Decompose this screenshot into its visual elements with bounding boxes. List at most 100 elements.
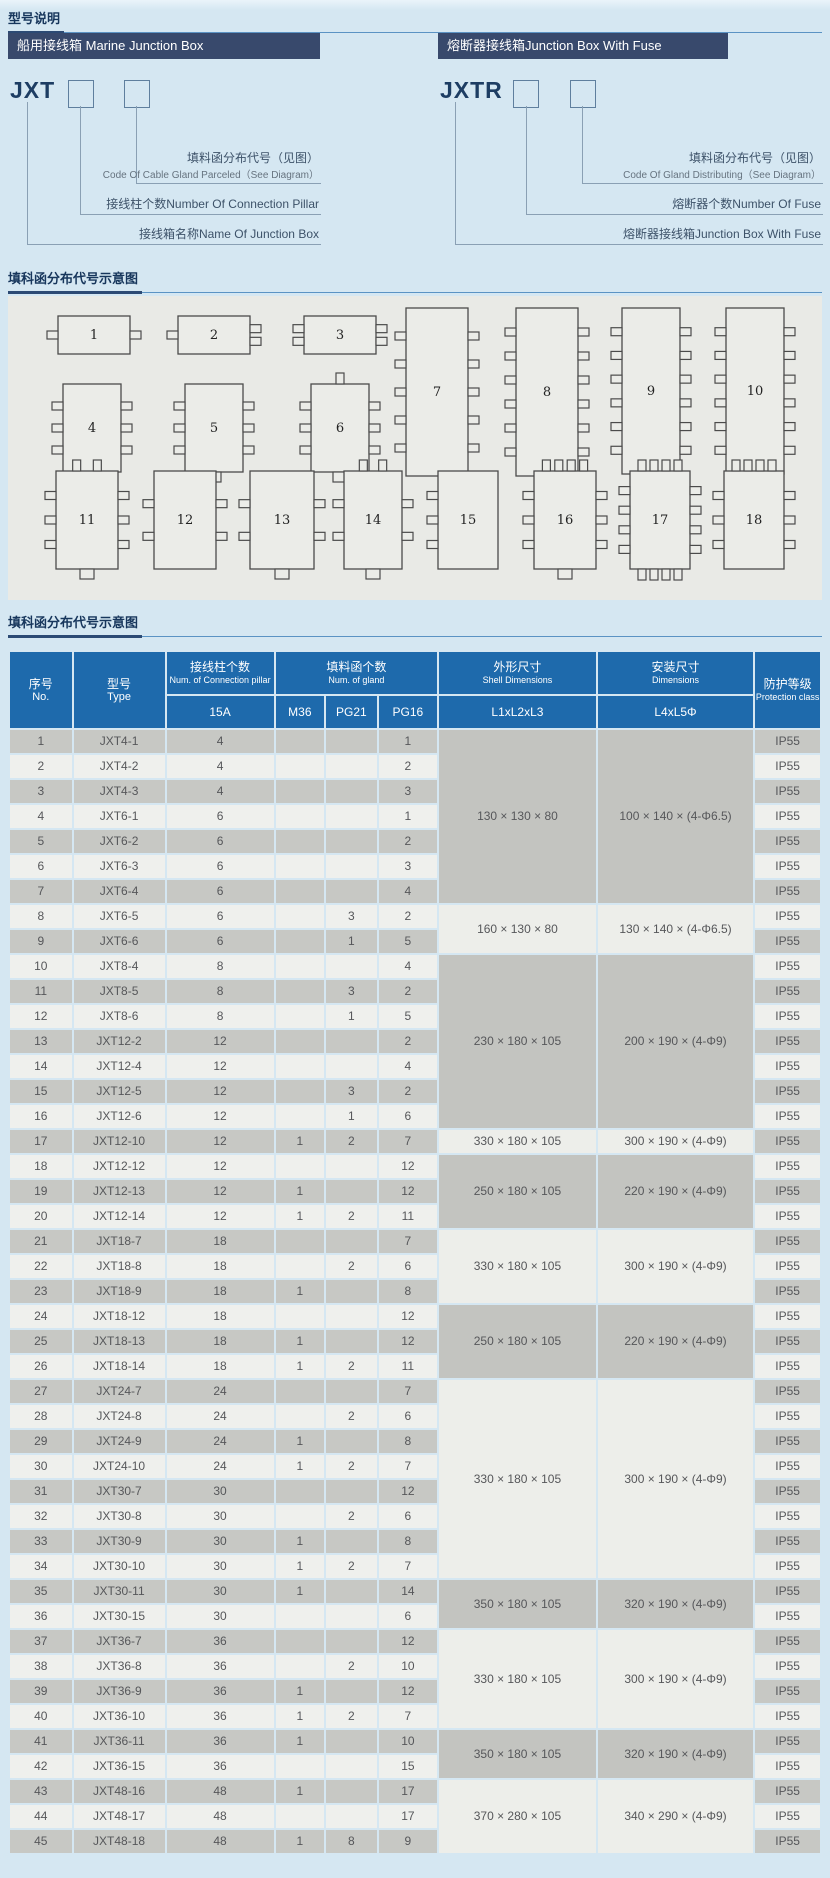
cell-no: 40 [10, 1705, 72, 1728]
cell-protection: IP55 [755, 1155, 820, 1178]
figure-number: 2 [210, 328, 218, 343]
cell-type: JXT24-10 [73, 1455, 165, 1478]
code-box-gland-code [124, 80, 150, 108]
cell-pg21: 3 [326, 980, 377, 1003]
cell-pg21 [326, 805, 377, 828]
table-row: 24 JXT18-12 18 12 250 × 180 × 105 220 × 190 ×… [10, 1305, 820, 1378]
junction-box-figure-4: 4 [51, 383, 133, 473]
col-header-type: 型号 Type [73, 652, 165, 728]
cell-15a: 36 [166, 1655, 274, 1678]
cell-15a: 48 [166, 1830, 274, 1853]
figure-number: 4 [88, 421, 96, 436]
cell-mount-dims: 220 × 190 × (4-Φ9) [597, 1305, 754, 1378]
cell-pg21: 2 [326, 1655, 377, 1678]
cell-pg21 [326, 855, 377, 878]
cell-no: 45 [10, 1830, 72, 1853]
cell-pg16: 8 [378, 1530, 438, 1553]
cell-pg16: 6 [378, 1605, 438, 1628]
cell-15a: 6 [166, 905, 274, 928]
col-header-no: 序号 No. [10, 652, 72, 728]
cell-pg21: 8 [326, 1830, 377, 1853]
cell-type: JXT12-14 [73, 1205, 165, 1228]
cell-pg21: 3 [326, 905, 377, 928]
figure-number: 3 [336, 328, 344, 343]
cell-no: 38 [10, 1655, 72, 1678]
cell-no: 12 [10, 1005, 72, 1028]
marine-junction-box-bar: 船用接线箱 Marine Junction Box [8, 33, 320, 59]
cell-type: JXT6-3 [73, 855, 165, 878]
cell-type: JXT6-4 [73, 880, 165, 903]
cell-no: 20 [10, 1205, 72, 1228]
cell-15a: 4 [166, 755, 274, 778]
cell-pg21: 2 [326, 1405, 377, 1428]
cell-no: 10 [10, 955, 72, 978]
table-row: 11 JXT8-5 8 3 2 IP55 [10, 980, 820, 1003]
junction-box-figure-13: 13 [238, 470, 326, 580]
cell-m36 [275, 805, 325, 828]
table-row: 23 JXT18-9 18 1 8 IP55 [10, 1280, 820, 1303]
box-name-callout: 接线箱名称Name Of Junction Box [27, 102, 321, 245]
cell-15a: 24 [166, 1380, 274, 1403]
cell-15a: 8 [166, 980, 274, 1003]
table-row: 36 JXT30-15 30 6 IP55 [10, 1605, 820, 1628]
cell-pg16: 7 [378, 1555, 438, 1578]
cell-type: JXT18-14 [73, 1355, 165, 1378]
cell-pg21: 2 [326, 1205, 377, 1228]
cell-pg16: 7 [378, 1705, 438, 1728]
cell-m36 [275, 830, 325, 853]
cell-pg21 [326, 1155, 377, 1178]
cell-protection: IP55 [755, 1530, 820, 1553]
cell-type: JXT24-8 [73, 1405, 165, 1428]
cell-protection: IP55 [755, 1080, 820, 1103]
cell-15a: 30 [166, 1555, 274, 1578]
junction-box-figure-17: 17 [618, 459, 702, 581]
cell-m36 [275, 1055, 325, 1078]
cell-no: 1 [10, 730, 72, 753]
cell-m36: 1 [275, 1455, 325, 1478]
cell-pg16: 14 [378, 1580, 438, 1603]
cell-protection: IP55 [755, 1430, 820, 1453]
cell-protection: IP55 [755, 1255, 820, 1278]
cell-15a: 12 [166, 1205, 274, 1228]
table-row: 15 JXT12-5 12 3 2 IP55 [10, 1080, 820, 1103]
junction-box-figure-9: 9 [610, 307, 692, 485]
table-row: 35 JXT30-11 30 1 14 350 × 180 × 105 320 × 190 … [10, 1580, 820, 1628]
table-row: 1 JXT4-1 4 1 130 × 130 × 80 100 × 140 × (4-Φ6… [10, 730, 820, 903]
cell-no: 29 [10, 1430, 72, 1453]
cell-pg16: 10 [378, 1730, 438, 1753]
junction-box-figure-6: 6 [299, 372, 381, 483]
cell-type: JXT12-12 [73, 1155, 165, 1178]
cell-pg16: 3 [378, 780, 438, 803]
cell-no: 15 [10, 1080, 72, 1103]
cell-15a: 12 [166, 1130, 274, 1153]
cell-m36 [275, 1030, 325, 1053]
table-row: 7 JXT6-4 6 4 IP55 [10, 880, 820, 903]
cell-no: 32 [10, 1505, 72, 1528]
cell-pg16: 15 [378, 1755, 438, 1778]
col-header-shell-dimensions: 外形尺寸 Shell Dimensions [439, 652, 596, 694]
table-row: 9 JXT6-6 6 1 5 IP55 [10, 930, 820, 953]
cell-protection: IP55 [755, 1830, 820, 1853]
gland-code-label: 填料函分布代号（见图） Code Of Cable Gland Parceled… [102, 151, 319, 181]
cell-15a: 24 [166, 1455, 274, 1478]
cell-pg16: 4 [378, 955, 438, 978]
cell-shell-dims: 330 × 180 × 105 [439, 1380, 596, 1578]
cell-m36: 1 [275, 1705, 325, 1728]
cell-m36 [275, 980, 325, 1003]
code-box-pillar-count [68, 80, 94, 108]
cell-pg16: 2 [378, 980, 438, 1003]
cell-m36 [275, 905, 325, 928]
fuse-box-name-callout: 熔断器接线箱Junction Box With Fuse [455, 102, 823, 245]
box-name-label: 接线箱名称Name Of Junction Box [138, 227, 319, 241]
col-header-protection: 防护等级 Protection class [755, 652, 820, 728]
cell-m36 [275, 1630, 325, 1653]
cell-pg21 [326, 1330, 377, 1353]
junction-box-figure-7: 7 [394, 307, 480, 477]
cell-protection: IP55 [755, 805, 820, 828]
cell-15a: 6 [166, 930, 274, 953]
cell-shell-dims: 130 × 130 × 80 [439, 730, 596, 903]
cell-protection: IP55 [755, 1330, 820, 1353]
cell-shell-dims: 330 × 180 × 105 [439, 1630, 596, 1728]
cell-protection: IP55 [755, 1680, 820, 1703]
cell-mount-dims: 300 × 190 × (4-Φ9) [597, 1230, 754, 1303]
